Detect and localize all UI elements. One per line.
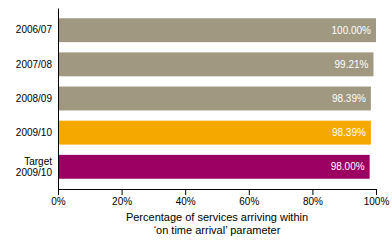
data-label: 98.00%	[331, 161, 365, 172]
tick: 0%	[51, 189, 66, 207]
tick-label: 80%	[303, 196, 323, 207]
tick-mark	[122, 189, 123, 195]
tick-mark	[58, 189, 59, 195]
tick-label: Target2009/10	[16, 156, 53, 178]
tick-label: 2006/07	[16, 24, 53, 35]
tick: 20%	[112, 189, 132, 207]
tick-label: 0%	[51, 196, 66, 207]
tick: 80%	[303, 189, 323, 207]
data-label: 98.39%	[332, 127, 366, 138]
tick-label: 60%	[239, 196, 259, 207]
data-label: 99.21%	[335, 59, 369, 70]
x-axis-title: Percentage of services arriving within‘o…	[126, 211, 308, 236]
chart: 0%20%40%60%80%100%2006/072007/082008/092…	[0, 0, 392, 247]
tick: 60%	[239, 189, 259, 207]
tick: 2008/09	[16, 93, 58, 104]
tick: 2006/07	[16, 24, 58, 35]
bars	[58, 18, 376, 179]
y-axis: 2006/07 2007/08 2008/09 2009/10 Target2009/1…	[16, 9, 59, 190]
x-axis: 0% 20% 40% 60% 80% 100%	[51, 189, 389, 207]
axis-line	[58, 9, 59, 190]
data-label: 98.39%	[332, 93, 366, 104]
bar	[58, 155, 370, 179]
tick-label: 2008/09	[16, 93, 53, 104]
tick: 2009/10	[16, 127, 58, 138]
tick: 2007/08	[16, 59, 58, 70]
tick: 100%	[364, 189, 390, 207]
tick-mark	[376, 189, 377, 195]
bar	[58, 52, 373, 76]
tick-mark	[312, 189, 313, 195]
plot: 0%20%40%60%80%100%2006/072007/082008/092…	[16, 9, 390, 208]
tick-label: 20%	[112, 196, 132, 207]
tick-label: 2009/10	[16, 127, 53, 138]
tick: 40%	[176, 189, 196, 207]
tick-label: 40%	[176, 196, 196, 207]
bar	[58, 87, 371, 111]
tick-mark	[185, 189, 186, 195]
bar	[58, 121, 371, 145]
data-label: 100.00%	[332, 25, 372, 36]
tick-mark	[249, 189, 250, 195]
tick-label: 2007/08	[16, 59, 53, 70]
bar	[58, 18, 376, 42]
tick-label: 100%	[364, 196, 390, 207]
tick: Target2009/10	[16, 156, 58, 178]
axis-line	[59, 190, 377, 196]
data-labels: 100.00% 99.21% 98.39% 98.39% 98.00%	[331, 25, 371, 173]
